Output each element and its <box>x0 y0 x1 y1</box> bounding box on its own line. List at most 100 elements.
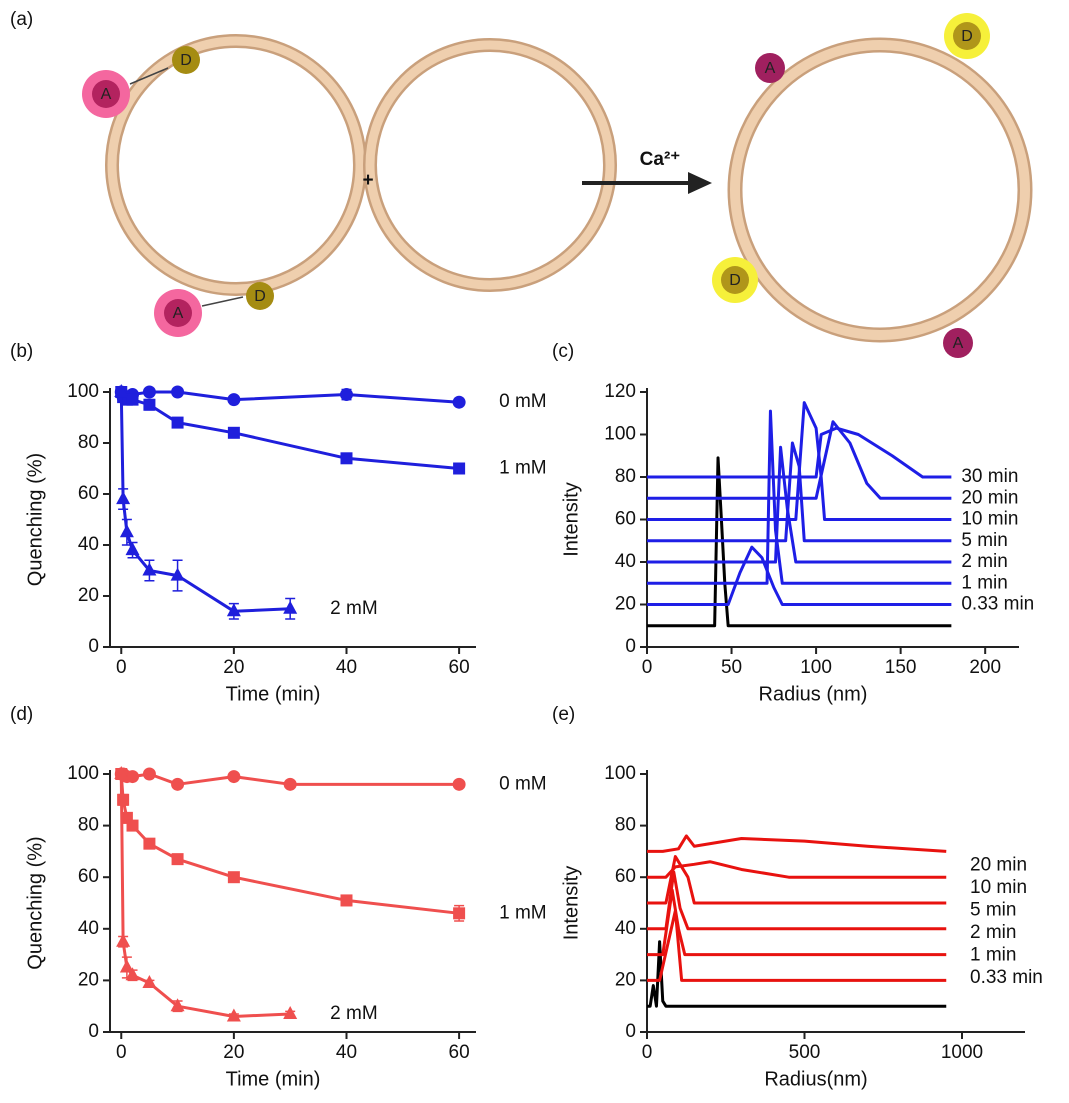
series-line <box>647 409 952 585</box>
donor <box>953 22 981 50</box>
marker <box>171 416 184 429</box>
reagent: Ca²⁺ <box>640 149 681 170</box>
x-axis-title: Radius (nm) <box>759 683 868 705</box>
marker <box>227 393 241 407</box>
y-tick-label: 20 <box>78 969 99 990</box>
series-label: 2 mM <box>330 1003 378 1024</box>
series-line <box>647 545 952 606</box>
molecule-label: D <box>729 272 741 289</box>
series-label: 2 min <box>970 922 1016 943</box>
marker <box>114 766 129 779</box>
series-line <box>647 860 947 879</box>
vesicle <box>730 40 1030 340</box>
y-tick-label: 60 <box>78 483 99 504</box>
marker <box>120 811 133 824</box>
marker <box>453 907 466 920</box>
marker <box>227 871 240 884</box>
marker <box>117 793 130 806</box>
molecule-label: D <box>961 28 973 45</box>
y-tick-label: 80 <box>615 815 636 836</box>
marker <box>340 452 353 465</box>
y-tick-label: 100 <box>67 763 99 784</box>
donor <box>246 282 274 310</box>
x-tick-label: 0 <box>642 657 653 678</box>
y-tick-label: 40 <box>78 918 99 939</box>
series-label: 2 min <box>961 551 1007 572</box>
x-tick-label: 40 <box>336 1042 357 1063</box>
marker <box>126 770 140 784</box>
series-label: 5 min <box>970 900 1016 921</box>
y-axis-title: Intensity <box>560 482 582 556</box>
interaction <box>201 296 244 307</box>
y-tick-label: 0 <box>625 1021 636 1042</box>
series-label: 1 mM <box>499 902 546 923</box>
y-tick-label: 60 <box>615 509 636 530</box>
x-axis-title: Radius(nm) <box>764 1068 867 1090</box>
y-tick-label: 40 <box>78 534 99 555</box>
series-label: 1 mM <box>499 458 546 479</box>
y-tick-label: 40 <box>615 551 636 572</box>
series-label: 0.33 min <box>961 594 1034 615</box>
marker <box>142 767 156 781</box>
donor <box>172 46 200 74</box>
x-tick-label: 500 <box>789 1042 821 1063</box>
x-tick-label: 100 <box>800 657 832 678</box>
molecule-label: A <box>953 335 964 352</box>
x-tick-label: 0 <box>116 657 127 678</box>
series-line <box>647 441 952 543</box>
marker <box>125 967 140 981</box>
y-tick-label: 80 <box>78 432 99 453</box>
acceptor <box>755 53 785 83</box>
marker <box>452 395 466 409</box>
panel-label: (d) <box>10 704 33 725</box>
interaction <box>129 67 169 85</box>
series-label: 0 mM <box>499 773 546 794</box>
series-line <box>647 426 952 479</box>
series-line <box>647 420 952 500</box>
molecule-label: A <box>101 86 112 103</box>
marker <box>171 385 185 399</box>
series-label: 20 min <box>961 487 1018 508</box>
series-label: 1 min <box>961 572 1007 593</box>
x-tick-label: 200 <box>969 657 1001 678</box>
series-label: 10 min <box>970 877 1027 898</box>
marker <box>125 542 140 556</box>
y-tick-label: 120 <box>604 381 636 402</box>
y-tick-label: 100 <box>604 763 636 784</box>
marker <box>142 385 156 399</box>
x-tick-label: 20 <box>223 1042 244 1063</box>
plus: + <box>362 170 373 191</box>
y-tick-label: 0 <box>625 636 636 657</box>
y-tick-label: 100 <box>604 424 636 445</box>
marker <box>126 819 139 832</box>
series-label: 5 min <box>961 530 1007 551</box>
marker <box>227 426 240 439</box>
x-axis-title: Time (min) <box>226 1068 321 1090</box>
marker <box>170 998 185 1012</box>
marker <box>142 974 157 988</box>
acceptor <box>943 328 973 358</box>
panel-label: (b) <box>10 341 33 362</box>
x-tick-label: 0 <box>116 1042 127 1063</box>
x-tick-label: 60 <box>449 657 470 678</box>
series-line <box>119 391 460 470</box>
y-tick-label: 80 <box>78 815 99 836</box>
series-line <box>647 870 947 931</box>
series-label: 1 min <box>970 945 1016 966</box>
marker <box>116 933 131 947</box>
marker <box>340 894 353 907</box>
y-axis-title: Quenching (%) <box>24 836 46 969</box>
chart: (d) 0 20 40 60 80 100 0 20 40 60 Time (min) Quenchin… <box>10 704 547 1090</box>
y-tick-label: 100 <box>67 381 99 402</box>
marker <box>283 600 298 614</box>
marker <box>142 562 157 576</box>
marker <box>453 462 466 475</box>
marker <box>143 398 156 411</box>
y-tick-label: 0 <box>88 1021 99 1042</box>
series-label: 20 min <box>970 855 1027 876</box>
molecule-label: A <box>173 305 184 322</box>
series-label: 10 min <box>961 509 1018 530</box>
marker <box>126 393 139 406</box>
